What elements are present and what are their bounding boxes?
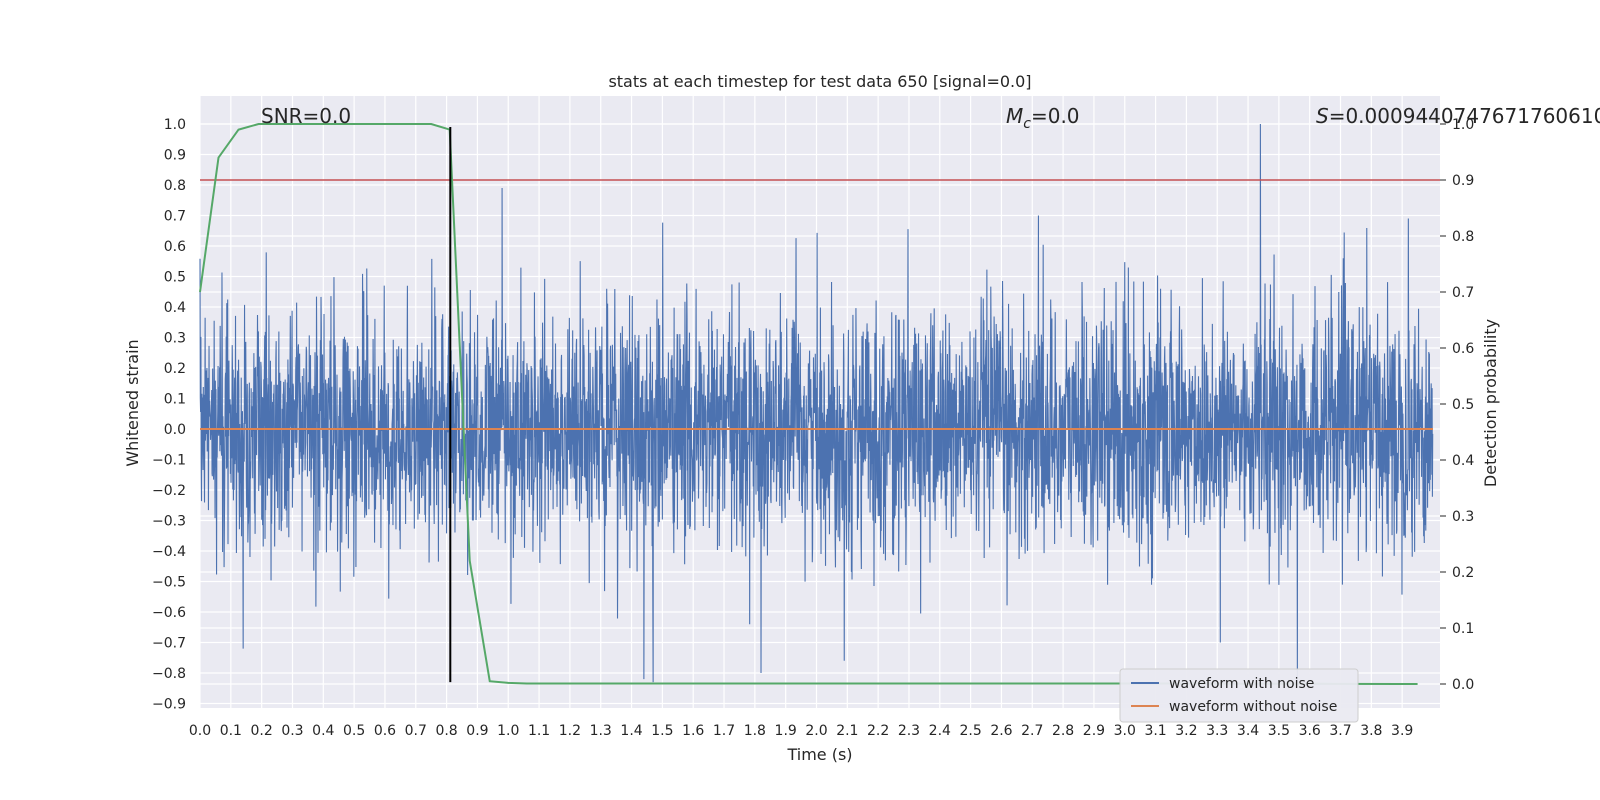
y-axis-label: Whitened strain [123, 339, 142, 466]
legend-label-noise: waveform with noise [1169, 676, 1314, 692]
y2-tick-label: 0.2 [1452, 565, 1474, 581]
y-tick-label: 0.5 [164, 270, 186, 286]
y-tick-label: −0.3 [152, 514, 186, 530]
s-value: =0.0009440747671760610 [1329, 104, 1600, 128]
x-tick-label: 2.4 [929, 723, 951, 739]
y-tick-label: −0.6 [152, 605, 186, 621]
s-annotation: S=0.0009440747671760610 [1316, 104, 1600, 128]
x-tick-label: 1.2 [559, 723, 581, 739]
x-tick-label: 1.6 [682, 723, 704, 739]
x-tick-label: 2.0 [805, 723, 827, 739]
y2-tick-label: 0.7 [1452, 285, 1474, 301]
y2-tick-label: 0.6 [1452, 341, 1474, 357]
y2-axis-label: Detection probability [1481, 319, 1500, 487]
x-tick-label: 1.8 [744, 723, 766, 739]
s-symbol: S [1316, 104, 1329, 128]
x-tick-label: 2.6 [990, 723, 1012, 739]
mc-symbol: M [1006, 104, 1023, 128]
x-tick-label: 0.3 [281, 723, 303, 739]
x-tick-label: 3.0 [1114, 723, 1136, 739]
y2-tick-label: 0.4 [1452, 453, 1474, 469]
y2-tick-label: 0.8 [1452, 229, 1474, 245]
series-layer [199, 123, 1440, 685]
x-tick-label: 1.3 [590, 723, 612, 739]
x-tick-label: 2.8 [1052, 723, 1074, 739]
y-tick-label: −0.5 [152, 575, 186, 591]
x-tick-label: 3.7 [1329, 723, 1351, 739]
y-tick-label: −0.1 [152, 453, 186, 469]
x-tick-label: 0.5 [343, 723, 365, 739]
x-tick-label: 0.9 [466, 723, 488, 739]
x-tick-label: 2.9 [1083, 723, 1105, 739]
x-tick-label: 0.8 [435, 723, 457, 739]
mc-value: =0.0 [1031, 104, 1080, 128]
x-tick-label: 2.1 [836, 723, 858, 739]
x-tick-label: 3.9 [1391, 723, 1413, 739]
x-tick-label: 0.0 [189, 723, 211, 739]
y-tick-label: 0.2 [164, 361, 186, 377]
y-tick-label: −0.8 [152, 666, 186, 682]
series-detection-probability [199, 123, 1418, 685]
x-tick-label: 0.6 [374, 723, 396, 739]
x-tick-label: 3.5 [1268, 723, 1290, 739]
y-tick-label: 0.4 [164, 300, 186, 316]
x-tick-label: 3.2 [1175, 723, 1197, 739]
mc-annotation: Mc=0.0 [1006, 104, 1080, 132]
x-tick-label: 0.4 [312, 723, 334, 739]
y-tick-label: 0.6 [164, 239, 186, 255]
y2-tick-label: 0.0 [1452, 677, 1474, 693]
legend: waveform with noise waveform without noi… [1119, 668, 1359, 723]
y2-tick-label: 0.3 [1452, 509, 1474, 525]
x-tick-label: 3.4 [1237, 723, 1259, 739]
y-tick-label: −0.9 [152, 697, 186, 713]
y-tick-label: 0.0 [164, 422, 186, 438]
x-tick-label: 0.7 [405, 723, 427, 739]
y-tick-label: 0.3 [164, 331, 186, 347]
y-tick-label: 0.7 [164, 209, 186, 225]
x-tick-label: 1.4 [620, 723, 642, 739]
x-tick-label: 1.5 [651, 723, 673, 739]
x-tick-label: 2.3 [898, 723, 920, 739]
y-tick-label: 0.1 [164, 392, 186, 408]
x-tick-label: 3.8 [1360, 723, 1382, 739]
x-tick-label: 1.7 [713, 723, 735, 739]
x-tick-label: 1.0 [497, 723, 519, 739]
y-tick-label: −0.4 [152, 544, 186, 560]
chart-title: stats at each timestep for test data 650… [608, 72, 1031, 91]
x-tick-label: 0.1 [220, 723, 242, 739]
y2-tick-label: 0.1 [1452, 621, 1474, 637]
x-tick-label: 3.6 [1299, 723, 1321, 739]
legend-box [1119, 668, 1359, 723]
legend-label-clean: waveform without noise [1169, 699, 1337, 715]
ticks-layer: 0.0 0.1 0.2 0.3 0.4 0.5 0.6 0.7 0.8 0.9 1.0 1.1 1.2 1… [152, 117, 1474, 739]
mc-subscript: c [1023, 116, 1031, 132]
x-tick-label: 0.2 [251, 723, 273, 739]
x-tick-label: 2.5 [959, 723, 981, 739]
y-tick-label: 0.8 [164, 178, 186, 194]
x-tick-label: 2.7 [1021, 723, 1043, 739]
y2-tick-label: 0.5 [1452, 397, 1474, 413]
x-axis-label: Time (s) [786, 745, 852, 764]
x-tick-label: 1.1 [528, 723, 550, 739]
y-tick-label: 1.0 [164, 117, 186, 133]
x-tick-label: 1.9 [775, 723, 797, 739]
y-tick-label: −0.7 [152, 636, 186, 652]
y-tick-label: 0.9 [164, 148, 186, 164]
x-tick-label: 2.2 [867, 723, 889, 739]
x-tick-label: 3.1 [1144, 723, 1166, 739]
snr-annotation: SNR=0.0 [261, 104, 351, 128]
x-tick-label: 3.3 [1206, 723, 1228, 739]
y-tick-label: −0.2 [152, 483, 186, 499]
y2-tick-label: 0.9 [1452, 173, 1474, 189]
series-waveform-with-noise [199, 123, 1434, 683]
y2-tick-label: 1.0 [1452, 117, 1474, 133]
